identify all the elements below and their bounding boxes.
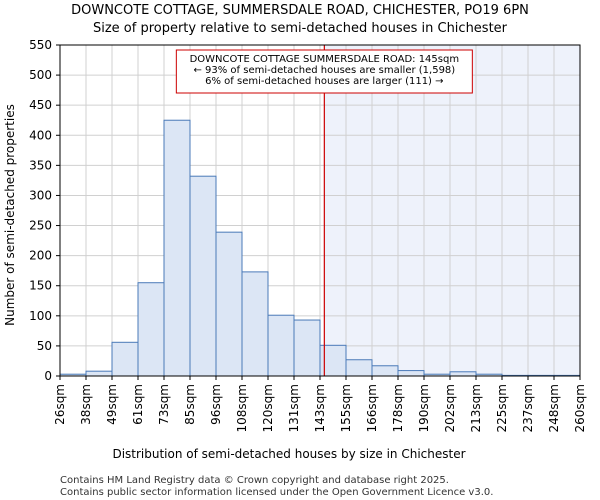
histogram-bar xyxy=(163,119,191,377)
x-tick-label: 166sqm xyxy=(365,384,379,432)
y-tick-label: 550 xyxy=(29,38,52,52)
x-tick-label: 38sqm xyxy=(79,384,93,425)
x-tick-label: 178sqm xyxy=(391,384,405,432)
annotation-box xyxy=(175,49,473,94)
histogram-bar xyxy=(293,319,321,377)
y-tick-label: 450 xyxy=(29,98,52,112)
y-tick-label: 500 xyxy=(29,68,52,82)
y-tick-label: 100 xyxy=(29,309,52,323)
y-tick-label: 300 xyxy=(29,188,52,202)
histogram-bar xyxy=(397,370,425,377)
x-tick-label: 143sqm xyxy=(313,384,327,432)
x-tick-label: 190sqm xyxy=(417,384,431,432)
x-tick-label: 225sqm xyxy=(495,384,509,432)
x-tick-label: 49sqm xyxy=(105,384,119,425)
histogram-bar xyxy=(189,175,217,377)
y-tick-label: 400 xyxy=(29,128,52,142)
histogram-bar xyxy=(371,365,399,377)
larger-region-highlight xyxy=(324,45,580,376)
x-tick-label: 73sqm xyxy=(157,384,171,425)
histogram-bar xyxy=(241,271,269,377)
x-tick-label: 26sqm xyxy=(53,384,67,425)
annotation-line-1: DOWNCOTE COTTAGE SUMMERSDALE ROAD: 145sq… xyxy=(190,54,460,65)
footer-line-1: Contains HM Land Registry data © Crown c… xyxy=(60,475,449,486)
x-tick-label: 85sqm xyxy=(183,384,197,425)
annotation-line-3: 6% of semi-detached houses are larger (1… xyxy=(205,76,443,87)
x-tick-label: 213sqm xyxy=(469,384,483,432)
x-tick-label: 61sqm xyxy=(131,384,145,425)
y-tick-label: 250 xyxy=(29,219,52,233)
y-tick-label: 350 xyxy=(29,158,52,172)
x-tick-label: 202sqm xyxy=(443,384,457,432)
x-tick-label: 108sqm xyxy=(235,384,249,432)
histogram-bar xyxy=(85,370,113,377)
x-tick-label: 260sqm xyxy=(573,384,587,432)
x-tick-label: 237sqm xyxy=(521,384,535,432)
histogram-bar xyxy=(345,359,373,377)
annotation-line-2: ← 93% of semi-detached houses are smalle… xyxy=(193,65,455,76)
x-tick-label: 155sqm xyxy=(339,384,353,432)
histogram-bar xyxy=(111,341,139,377)
marker-annotation: DOWNCOTE COTTAGE SUMMERSDALE ROAD: 145sq… xyxy=(175,49,473,94)
x-axis-label: Distribution of semi-detached houses by … xyxy=(112,447,465,461)
chart-subtitle: Size of property relative to semi-detach… xyxy=(93,21,508,36)
x-tick-label: 96sqm xyxy=(209,384,223,425)
y-tick-label: 150 xyxy=(29,279,52,293)
histogram-bar xyxy=(267,314,295,377)
histogram-bar xyxy=(137,282,165,377)
footer-line-2: Contains public sector information licen… xyxy=(60,487,493,498)
x-tick-label: 131sqm xyxy=(287,384,301,432)
y-axis-label: Number of semi-detached properties xyxy=(3,104,17,326)
histogram-bar xyxy=(449,371,477,377)
chart-title: DOWNCOTE COTTAGE, SUMMERSDALE ROAD, CHIC… xyxy=(71,3,529,18)
y-tick-label: 50 xyxy=(37,339,52,353)
y-tick-label: 0 xyxy=(44,369,52,383)
histogram-bar xyxy=(215,231,243,377)
x-tick-label: 248sqm xyxy=(547,384,561,432)
x-tick-label: 120sqm xyxy=(261,384,275,432)
y-tick-label: 200 xyxy=(29,249,52,263)
